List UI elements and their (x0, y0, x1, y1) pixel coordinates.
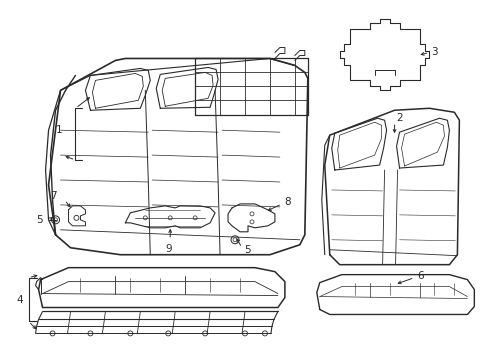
Text: 5: 5 (36, 215, 42, 225)
Text: 5: 5 (244, 245, 250, 255)
Text: 8: 8 (284, 197, 290, 207)
Text: 3: 3 (430, 48, 437, 58)
Text: 4: 4 (16, 294, 22, 305)
Text: 1: 1 (56, 125, 62, 135)
Text: 2: 2 (396, 113, 403, 123)
Text: 9: 9 (164, 244, 171, 254)
Text: 6: 6 (417, 271, 423, 281)
Text: 7: 7 (50, 191, 57, 201)
